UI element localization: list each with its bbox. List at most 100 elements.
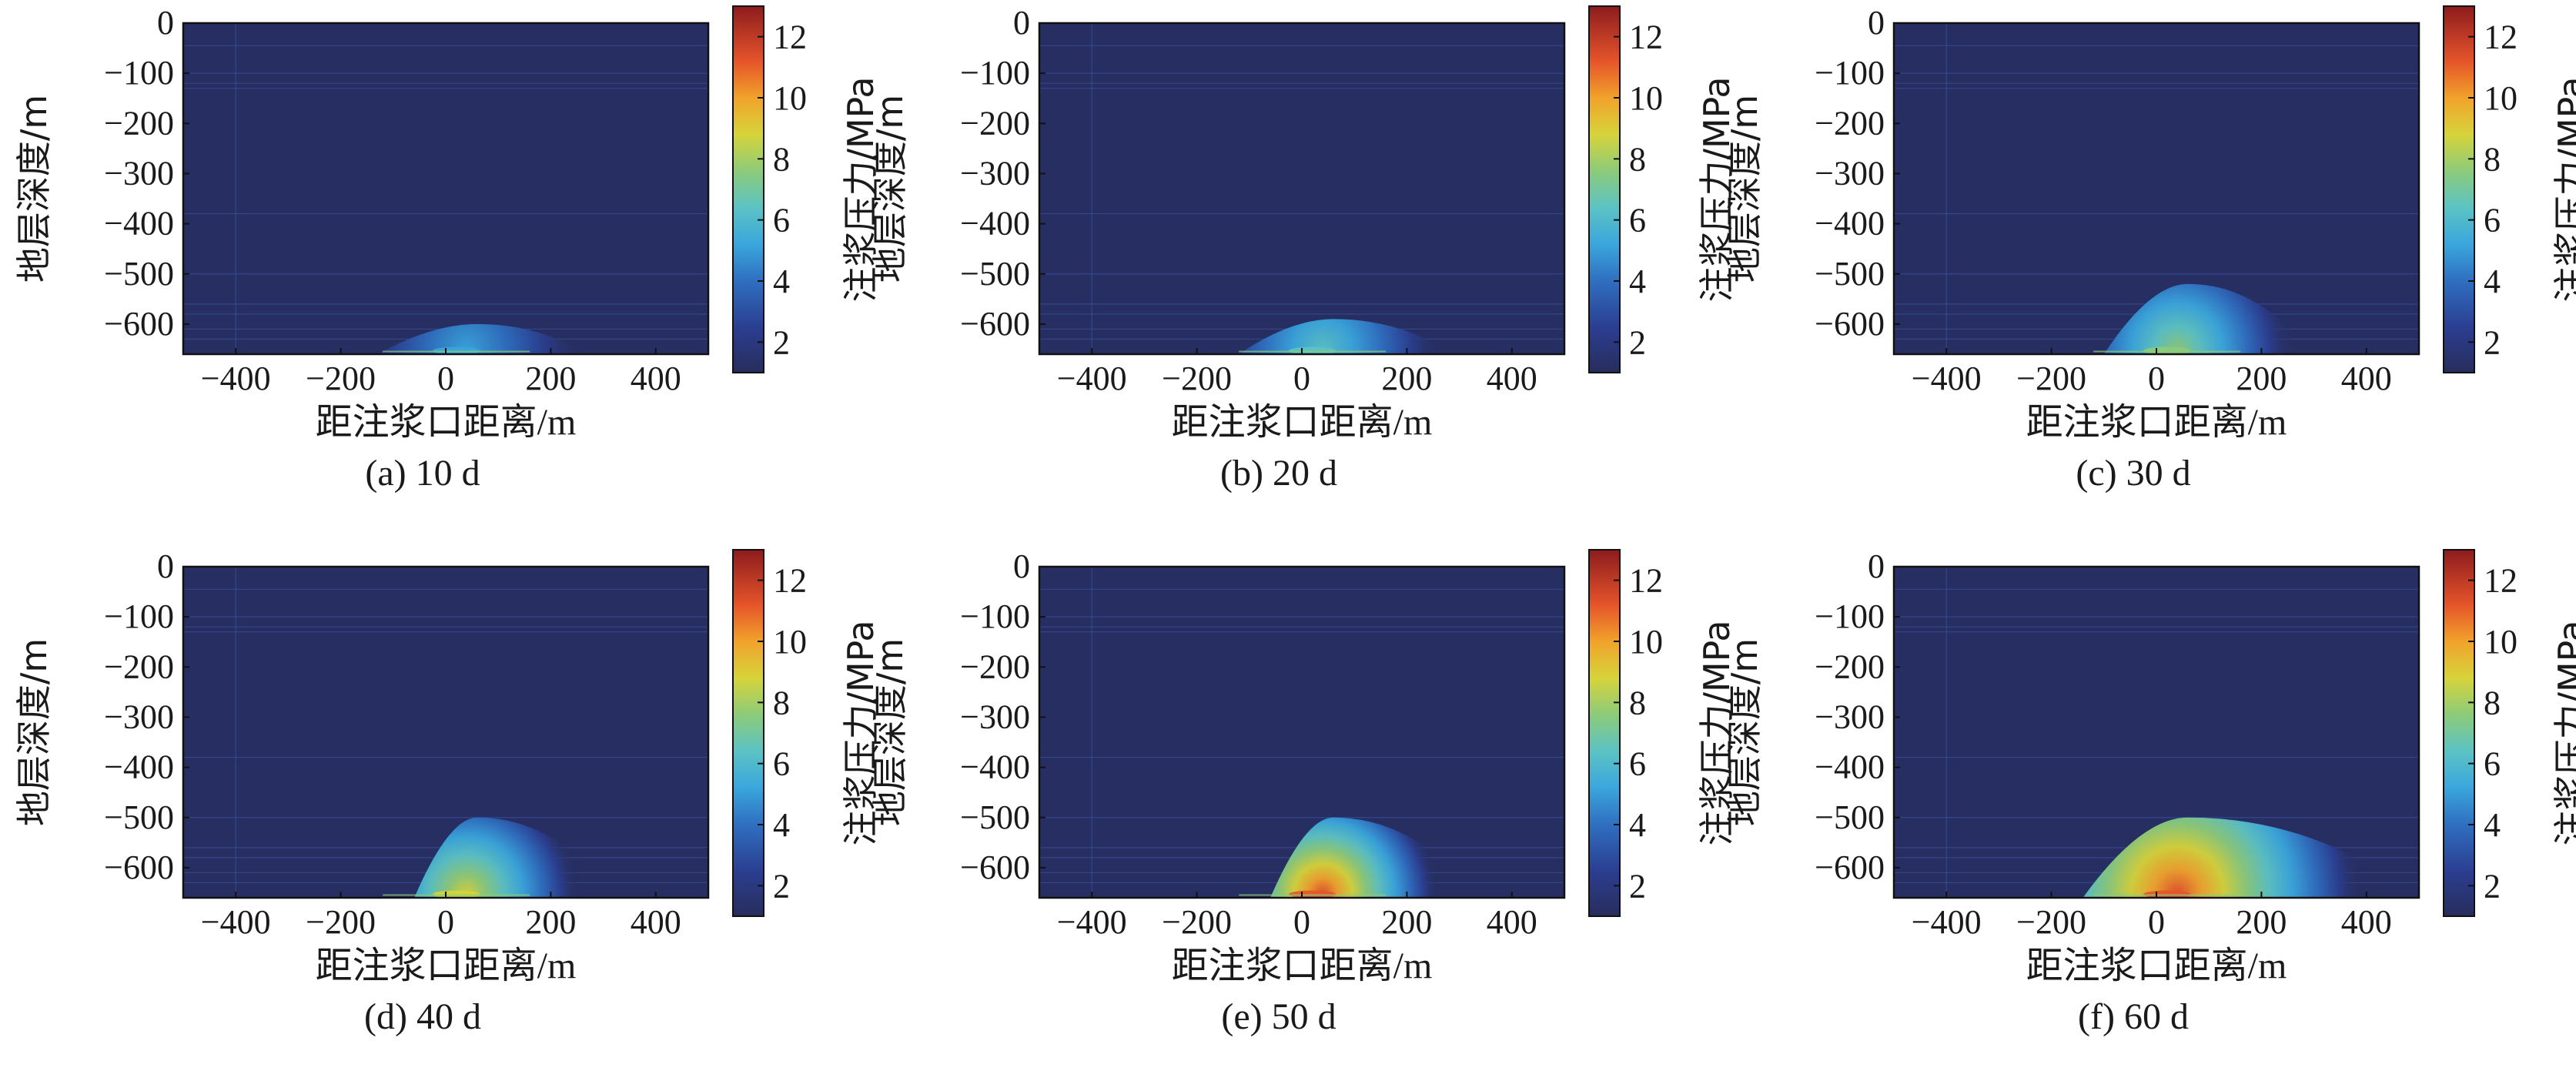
- y-tick-label: 0: [1868, 4, 1885, 42]
- colorbar: [2443, 5, 2475, 373]
- colorbar-tick-label: 8: [2484, 684, 2501, 721]
- y-tick-label: −400: [1815, 205, 1885, 243]
- x-tick-label: −200: [2016, 360, 2086, 397]
- x-tick-label: 200: [1381, 903, 1432, 941]
- y-tick-label: −600: [104, 305, 174, 343]
- x-tick-label: 400: [631, 360, 681, 397]
- y-tick-label: −100: [104, 54, 174, 92]
- y-tick-label: −600: [960, 848, 1030, 886]
- x-tick-label: −400: [1912, 360, 1982, 397]
- x-tick-label: 0: [2148, 360, 2165, 397]
- colorbar-tick-label: 2: [1629, 867, 1646, 905]
- x-tick-label: −200: [1162, 360, 1232, 397]
- x-axis-label: 距注浆口距离/m: [316, 402, 577, 443]
- injection-core: [1288, 346, 1337, 354]
- colorbar-tick-label: 10: [2484, 623, 2517, 661]
- x-tick-label: −200: [2016, 903, 2086, 941]
- panel-caption: (b) 20 d: [1220, 453, 1337, 494]
- colorbar-tick-label: 8: [1629, 140, 1646, 178]
- y-axis-label: 地层深度/m: [13, 95, 55, 283]
- y-tick-label: 0: [1013, 4, 1030, 42]
- x-tick-label: 400: [1487, 903, 1537, 941]
- y-tick-label: −500: [1815, 255, 1885, 293]
- heatmap-background: [1039, 23, 1564, 354]
- x-tick-label: 400: [2341, 360, 2392, 397]
- injection-core: [2143, 890, 2191, 898]
- y-axis-label: 地层深度/m: [869, 638, 911, 826]
- x-axis-label: 距注浆口距离/m: [316, 945, 577, 986]
- colorbar: [1588, 5, 1621, 373]
- y-tick-label: −600: [1815, 848, 1885, 886]
- panel-a: −400 −200 0 200 400 0 −100 −200 −300 −400 −500 −600…: [13, 4, 882, 494]
- y-tick-label: 0: [1868, 547, 1885, 585]
- colorbar: [2443, 549, 2475, 917]
- colorbar: [732, 5, 764, 373]
- x-tick-label: −200: [306, 903, 376, 941]
- colorbar: [1588, 549, 1621, 917]
- colorbar-tick-label: 4: [773, 263, 790, 300]
- y-tick-label: −200: [1815, 648, 1885, 685]
- y-tick-label: −600: [1815, 305, 1885, 343]
- y-tick-label: −200: [960, 104, 1030, 142]
- x-tick-label: 200: [1381, 360, 1432, 397]
- colorbar-tick-label: 6: [1629, 202, 1646, 239]
- y-tick-label: 0: [157, 4, 174, 42]
- y-tick-label: −200: [1815, 104, 1885, 142]
- x-tick-label: −200: [1162, 903, 1232, 941]
- heatmap-background: [183, 23, 708, 354]
- x-axis-label: 距注浆口距离/m: [2026, 945, 2287, 986]
- colorbar-tick-label: 10: [1629, 623, 1663, 661]
- y-tick-label: 0: [157, 547, 174, 585]
- x-tick-label: 200: [525, 903, 576, 941]
- y-tick-label: −300: [1815, 154, 1885, 192]
- x-tick-label: 0: [1293, 360, 1310, 397]
- panel-d: −400 −200 0 200 400 0 −100 −200 −300 −400 −500 −600…: [13, 547, 882, 1037]
- pressure-plume: [414, 817, 620, 898]
- colorbar-tick-label: 6: [773, 745, 790, 783]
- y-axis-label: 地层深度/m: [869, 95, 911, 283]
- pressure-plume: [1239, 319, 1454, 354]
- colorbar-tick-label: 10: [773, 79, 807, 117]
- colorbar-tick-label: 4: [1629, 806, 1646, 844]
- colorbar-tick-label: 12: [2484, 18, 2517, 56]
- panel-f: −400 −200 0 200 400 0 −100 −200 −300 −400 −500 −600…: [1724, 547, 2576, 1037]
- y-tick-label: −500: [1815, 798, 1885, 836]
- y-tick-label: −300: [1815, 698, 1885, 735]
- colorbar-tick-label: 10: [773, 623, 807, 661]
- colorbar-tick-label: 8: [773, 684, 790, 721]
- x-tick-label: −200: [306, 360, 376, 397]
- panel-c: −400 −200 0 200 400 0 −100 −200 −300 −400 −500 −600…: [1724, 4, 2576, 494]
- pressure-plume: [2103, 283, 2314, 354]
- y-tick-label: −100: [1815, 54, 1885, 92]
- colorbar-label: 注浆压力/MPa: [2551, 76, 2576, 302]
- panel-caption: (a) 10 d: [365, 453, 480, 494]
- y-tick-label: −200: [104, 648, 174, 685]
- y-tick-label: −400: [104, 748, 174, 786]
- panel-b: −400 −200 0 200 400 0 −100 −200 −300 −400 −500 −600…: [869, 4, 1738, 494]
- panel-caption: (c) 30 d: [2076, 453, 2190, 494]
- x-tick-label: 200: [2236, 903, 2287, 941]
- y-tick-label: −500: [104, 798, 174, 836]
- x-axis-label: 距注浆口距离/m: [1172, 945, 1433, 986]
- x-tick-label: −400: [1057, 360, 1127, 397]
- colorbar-label: 注浆压力/MPa: [840, 620, 882, 845]
- x-tick-label: −400: [201, 903, 271, 941]
- x-tick-label: 0: [1293, 903, 1310, 941]
- colorbar-tick-label: 2: [773, 323, 790, 361]
- colorbar-tick-label: 10: [1629, 79, 1663, 117]
- x-tick-label: −400: [1912, 903, 1982, 941]
- y-tick-label: −100: [1815, 597, 1885, 635]
- colorbar-tick-label: 8: [1629, 684, 1646, 721]
- y-tick-label: −400: [960, 205, 1030, 243]
- colorbar-tick-label: 2: [2484, 867, 2501, 905]
- panel-caption: (f) 60 d: [2078, 996, 2189, 1037]
- y-tick-label: −300: [960, 698, 1030, 735]
- pressure-plume: [377, 323, 588, 354]
- colorbar-label: 注浆压力/MPa: [2551, 620, 2576, 845]
- y-tick-label: −500: [960, 798, 1030, 836]
- injection-core: [432, 346, 480, 354]
- colorbar-tick-label: 2: [773, 867, 790, 905]
- y-tick-label: −200: [960, 648, 1030, 685]
